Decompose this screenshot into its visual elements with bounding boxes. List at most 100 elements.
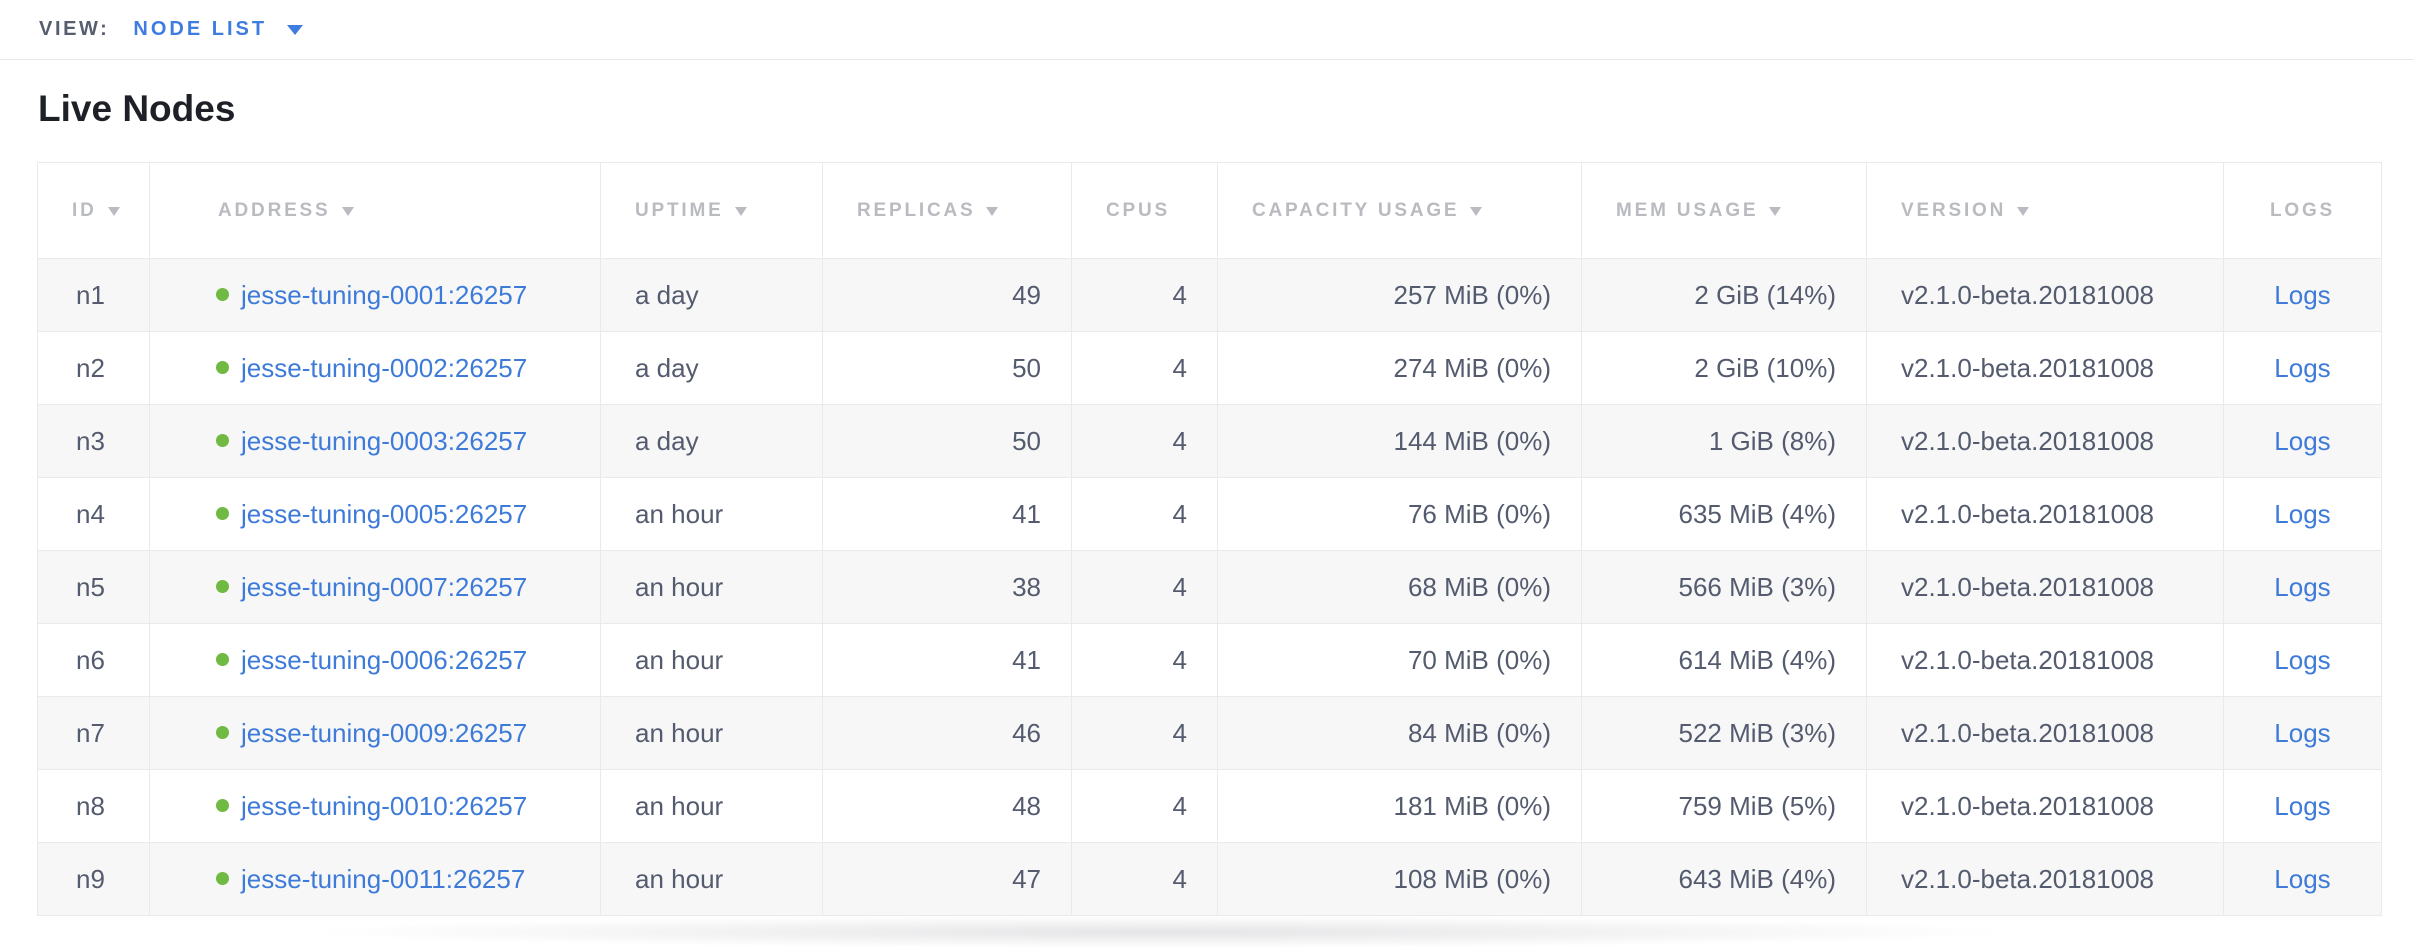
mem-usage-cell: 1 GiB (8%) bbox=[1581, 404, 1867, 478]
live-nodes-table: ID ADDRESS UPTIME REPLICAS CPUS CAPACITY… bbox=[37, 162, 2382, 916]
replicas-cell: 38 bbox=[822, 550, 1072, 624]
logs-cell: Logs bbox=[2223, 331, 2382, 405]
column-header-address[interactable]: ADDRESS bbox=[149, 162, 601, 259]
replicas-cell: 48 bbox=[822, 769, 1072, 843]
column-header-mem-usage[interactable]: MEM USAGE bbox=[1581, 162, 1867, 259]
mem-usage-cell: 566 MiB (3%) bbox=[1581, 550, 1867, 624]
column-header-uptime[interactable]: UPTIME bbox=[600, 162, 823, 259]
node-live-status-icon bbox=[216, 872, 229, 886]
column-header-cpus: CPUS bbox=[1071, 162, 1218, 259]
mem-usage-cell: 759 MiB (5%) bbox=[1581, 769, 1867, 843]
logs-cell: Logs bbox=[2223, 258, 2382, 332]
logs-link[interactable]: Logs bbox=[2274, 790, 2331, 821]
column-header-version[interactable]: VERSION bbox=[1866, 162, 2224, 259]
column-header-label: UPTIME bbox=[635, 199, 724, 221]
column-header-label: VERSION bbox=[1901, 199, 2007, 221]
logs-link[interactable]: Logs bbox=[2274, 498, 2331, 529]
node-address-link[interactable]: jesse-tuning-0005:26257 bbox=[241, 498, 528, 529]
mem-usage-cell: 614 MiB (4%) bbox=[1581, 623, 1867, 697]
node-address-cell: jesse-tuning-0001:26257 bbox=[149, 258, 601, 332]
version-cell: v2.1.0-beta.20181008 bbox=[1866, 842, 2224, 916]
table-row: n3 jesse-tuning-0003:26257 a day 50 4 14… bbox=[37, 404, 2382, 478]
view-bar: VIEW: NODE LIST bbox=[0, 0, 2414, 60]
capacity-usage-cell: 274 MiB (0%) bbox=[1217, 331, 1582, 405]
mem-usage-cell: 522 MiB (3%) bbox=[1581, 696, 1867, 770]
version-cell: v2.1.0-beta.20181008 bbox=[1866, 404, 2224, 478]
node-id-cell: n6 bbox=[37, 623, 150, 697]
table-row: n4 jesse-tuning-0005:26257 an hour 41 4 … bbox=[37, 477, 2382, 551]
node-live-status-icon bbox=[216, 653, 229, 667]
node-address-cell: jesse-tuning-0009:26257 bbox=[149, 696, 601, 770]
uptime-cell: an hour bbox=[600, 477, 823, 551]
table-row: n9 jesse-tuning-0011:26257 an hour 47 4 … bbox=[37, 842, 2382, 916]
node-live-status-icon bbox=[216, 799, 229, 813]
node-id-cell: n8 bbox=[37, 769, 150, 843]
cpus-cell: 4 bbox=[1071, 331, 1218, 405]
cpus-cell: 4 bbox=[1071, 842, 1218, 916]
column-header-label: REPLICAS bbox=[857, 199, 976, 221]
node-id-cell: n9 bbox=[37, 842, 150, 916]
logs-link[interactable]: Logs bbox=[2274, 717, 2331, 748]
column-header-label: CAPACITY USAGE bbox=[1252, 199, 1460, 221]
table-row: n2 jesse-tuning-0002:26257 a day 50 4 27… bbox=[37, 331, 2382, 405]
table-row: n6 jesse-tuning-0006:26257 an hour 41 4 … bbox=[37, 623, 2382, 697]
sort-desc-icon bbox=[1769, 206, 1782, 216]
table-row: n8 jesse-tuning-0010:26257 an hour 48 4 … bbox=[37, 769, 2382, 843]
replicas-cell: 50 bbox=[822, 404, 1072, 478]
node-address-link[interactable]: jesse-tuning-0002:26257 bbox=[241, 352, 528, 383]
node-address-link[interactable]: jesse-tuning-0011:26257 bbox=[241, 863, 526, 894]
view-selected-value: NODE LIST bbox=[133, 18, 268, 40]
column-header-id[interactable]: ID bbox=[37, 162, 150, 259]
node-live-status-icon bbox=[216, 361, 229, 375]
node-address-link[interactable]: jesse-tuning-0010:26257 bbox=[241, 790, 528, 821]
mem-usage-cell: 643 MiB (4%) bbox=[1581, 842, 1867, 916]
capacity-usage-cell: 257 MiB (0%) bbox=[1217, 258, 1582, 332]
logs-link[interactable]: Logs bbox=[2274, 425, 2331, 456]
node-address-cell: jesse-tuning-0002:26257 bbox=[149, 331, 601, 405]
node-id-cell: n4 bbox=[37, 477, 150, 551]
node-id-cell: n2 bbox=[37, 331, 150, 405]
node-address-cell: jesse-tuning-0006:26257 bbox=[149, 623, 601, 697]
node-address-cell: jesse-tuning-0007:26257 bbox=[149, 550, 601, 624]
uptime-cell: a day bbox=[600, 331, 823, 405]
mem-usage-cell: 2 GiB (14%) bbox=[1581, 258, 1867, 332]
view-selector-dropdown[interactable]: NODE LIST bbox=[133, 18, 304, 41]
cpus-cell: 4 bbox=[1071, 623, 1218, 697]
version-cell: v2.1.0-beta.20181008 bbox=[1866, 331, 2224, 405]
column-header-label: CPUS bbox=[1106, 199, 1170, 221]
replicas-cell: 50 bbox=[822, 331, 1072, 405]
sort-desc-icon bbox=[2017, 206, 2030, 216]
logs-link[interactable]: Logs bbox=[2274, 644, 2331, 675]
node-address-link[interactable]: jesse-tuning-0001:26257 bbox=[241, 279, 528, 310]
logs-link[interactable]: Logs bbox=[2274, 352, 2331, 383]
capacity-usage-cell: 70 MiB (0%) bbox=[1217, 623, 1582, 697]
column-header-capacity-usage[interactable]: CAPACITY USAGE bbox=[1217, 162, 1582, 259]
uptime-cell: a day bbox=[600, 258, 823, 332]
mem-usage-cell: 2 GiB (10%) bbox=[1581, 331, 1867, 405]
column-header-label: MEM USAGE bbox=[1616, 199, 1759, 221]
node-live-status-icon bbox=[216, 507, 229, 521]
logs-link[interactable]: Logs bbox=[2274, 571, 2331, 602]
logs-cell: Logs bbox=[2223, 696, 2382, 770]
page-title: Live Nodes bbox=[38, 88, 236, 129]
node-live-status-icon bbox=[216, 434, 229, 448]
uptime-cell: an hour bbox=[600, 550, 823, 624]
replicas-cell: 46 bbox=[822, 696, 1072, 770]
node-id-cell: n7 bbox=[37, 696, 150, 770]
node-address-link[interactable]: jesse-tuning-0007:26257 bbox=[241, 571, 528, 602]
table-row: n5 jesse-tuning-0007:26257 an hour 38 4 … bbox=[37, 550, 2382, 624]
cpus-cell: 4 bbox=[1071, 258, 1218, 332]
node-address-cell: jesse-tuning-0011:26257 bbox=[149, 842, 601, 916]
logs-link[interactable]: Logs bbox=[2274, 279, 2331, 310]
column-header-replicas[interactable]: REPLICAS bbox=[822, 162, 1072, 259]
version-cell: v2.1.0-beta.20181008 bbox=[1866, 696, 2224, 770]
node-address-link[interactable]: jesse-tuning-0003:26257 bbox=[241, 425, 528, 456]
node-address-link[interactable]: jesse-tuning-0006:26257 bbox=[241, 644, 528, 675]
capacity-usage-cell: 68 MiB (0%) bbox=[1217, 550, 1582, 624]
table-row: n7 jesse-tuning-0009:26257 an hour 46 4 … bbox=[37, 696, 2382, 770]
node-address-link[interactable]: jesse-tuning-0009:26257 bbox=[241, 717, 528, 748]
replicas-cell: 49 bbox=[822, 258, 1072, 332]
logs-link[interactable]: Logs bbox=[2274, 863, 2331, 894]
logs-cell: Logs bbox=[2223, 623, 2382, 697]
column-header-label: LOGS bbox=[2269, 199, 2336, 221]
